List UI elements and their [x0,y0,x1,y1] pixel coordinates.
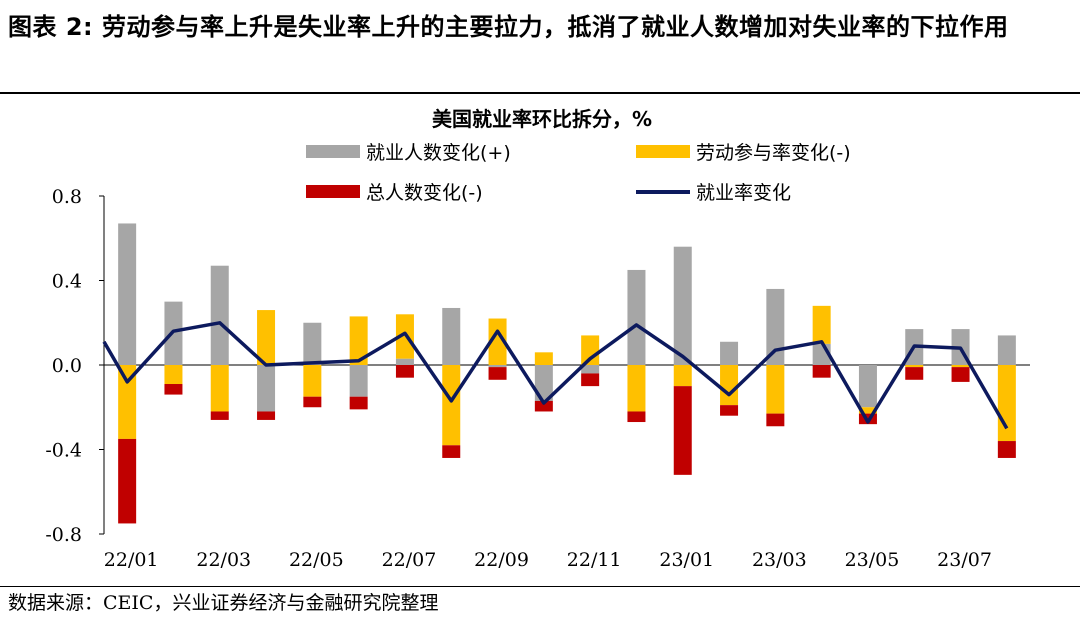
bar-segment [118,438,137,524]
bar-segment [349,365,368,397]
figure-title: 图表 2: 劳动参与率上升是失业率上升的主要拉力，抵消了就业人数增加对失业率的下… [8,13,1009,41]
bar-segment [349,396,368,410]
bar-segment [581,365,600,374]
bar-segment [442,445,461,458]
bar-segment [627,365,646,412]
bottom-rule [0,586,1080,587]
bar-segment [395,365,414,378]
bar-segment [766,413,785,427]
bars-group [118,223,1016,524]
bar-segment [534,400,553,412]
bar-segment [210,411,229,420]
bar-segment [627,411,646,423]
bar-segment [673,246,692,365]
bar-segment [581,335,600,365]
axes: 0.8 0.4 0.0 -0.4 -0.8 22/01 22/03 22/05 22/07 22/… [45,186,1030,571]
bar-segment [257,411,276,420]
bar-segment [118,365,137,439]
bar-segment [303,396,322,408]
legend: 就业人数变化(+) 劳动参与率变化(-) 总人数变化(-) 就业率变化 [306,142,851,204]
bar-segment [720,365,739,406]
bar-segment [951,365,970,368]
x-tick-label: 23/05 [845,549,900,571]
y-tick-label: 0.0 [52,355,82,377]
bar-segment [257,310,276,365]
x-tick-label: 23/07 [937,549,992,571]
y-tick-label: 0.4 [52,271,82,293]
bar-segment [210,265,229,365]
y-tick-label: -0.4 [45,440,82,462]
bar-segment [442,307,461,365]
bar-segment [673,365,692,387]
legend-swatch [636,145,690,158]
bar-segment [164,384,183,395]
y-tick-label: 0.8 [52,186,82,208]
legend-swatch [306,145,360,158]
bar-segment [997,441,1016,458]
y-tick-label: -0.8 [45,524,82,546]
x-tick-label: 22/07 [382,549,437,571]
bar-segment [442,365,461,446]
legend-label: 就业率变化 [696,182,791,204]
bar-segment [997,365,1016,442]
bar-segment [905,367,924,380]
bar-segment [488,367,507,380]
bar-segment [257,365,276,412]
bar-segment [858,407,877,414]
source-note: 数据来源：CEIC，兴业证券经济与金融研究院整理 [8,592,439,614]
bar-segment [766,288,785,365]
top-rule [0,92,1080,94]
bar-segment [858,365,877,408]
bar-segment [627,269,646,365]
bar-segment [488,318,507,365]
bar-segment [488,365,507,368]
x-tick-label: 23/03 [752,549,807,571]
employment-rate-line [102,321,1009,430]
bar-segment [118,223,137,365]
x-tick-label: 22/05 [289,549,344,571]
bar-segment [720,341,739,365]
bar-segment [581,373,600,387]
chart-title: 美国就业率环比拆分，% [432,107,652,131]
bar-segment [812,305,831,344]
rate-line-group [102,321,1009,430]
bar-segment [720,405,739,416]
legend-swatch [306,185,360,198]
bar-segment [395,358,414,365]
bar-segment [905,365,924,368]
legend-label: 总人数变化(-) [366,182,483,204]
x-tick-label: 22/09 [474,549,529,571]
x-tick-label: 22/11 [567,549,622,571]
bar-segment [766,365,785,414]
legend-label: 劳动参与率变化(-) [696,142,851,164]
bar-segment [997,335,1016,365]
x-tick-label: 22/03 [196,549,251,571]
bar-segment [303,322,322,365]
x-tick-label: 22/01 [104,549,159,571]
bar-segment [951,367,970,382]
legend-label: 就业人数变化(+) [366,142,511,164]
bar-segment [673,386,692,475]
bar-segment [395,314,414,359]
bar-segment [534,352,553,365]
bar-segment [812,365,831,378]
x-tick-label: 23/01 [659,549,714,571]
bar-segment [349,316,368,365]
bar-segment [164,365,183,385]
bar-segment [534,365,553,401]
bar-segment [303,365,322,397]
bar-segment [210,365,229,412]
